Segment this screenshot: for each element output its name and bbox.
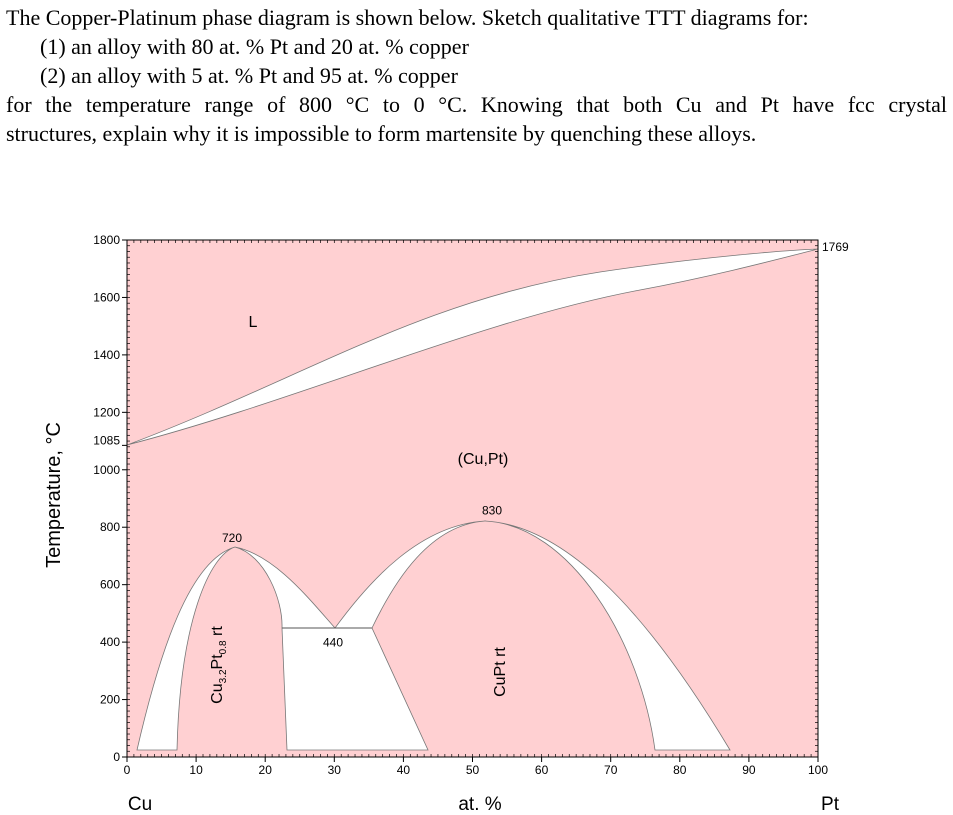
y-tick-label: 1800 [93, 233, 120, 247]
x-axis-label: at. % [458, 794, 501, 815]
plot-frame [126, 239, 819, 758]
y-tick-label: 1200 [93, 405, 120, 419]
phase-label: Cu3.2Pt0.8 rt [209, 626, 229, 704]
two-phase-lens [126, 248, 819, 446]
item: (1) an alloy with 80 at. % Pt and 20 at.… [40, 34, 469, 59]
melting-point-label: 1769 [822, 240, 849, 254]
y-axis-label: Temperature, °C [43, 422, 65, 568]
x-tick-label: 100 [808, 763, 828, 777]
subscript: 3.2 [218, 669, 229, 683]
x-tick-label: 80 [673, 763, 687, 777]
x-tick-label: 10 [189, 763, 203, 777]
y-tick-label: 0 [113, 750, 120, 764]
item: (2) an alloy with 5 at. % Pt and 95 at. … [40, 63, 458, 88]
intro: The Copper-Platinum phase diagram is sho… [6, 5, 809, 30]
x-tick-label: 30 [328, 763, 342, 777]
two-phase-region [484, 520, 731, 751]
x-tick-label: 60 [535, 763, 549, 777]
y-tick-label: 1000 [93, 463, 120, 477]
x-tick-label: 0 [124, 763, 131, 777]
phase-label: CuPt rt [492, 647, 509, 697]
body-line: for the temperature range of 800 °C to 0… [6, 92, 947, 117]
text: Pt [209, 654, 226, 670]
plot-area [127, 240, 818, 757]
y-tick-label: 1600 [93, 290, 120, 304]
x-tick-label: 70 [604, 763, 618, 777]
y-tick-label: 600 [100, 578, 120, 592]
text: Cu [209, 683, 226, 703]
phase-label: L [249, 314, 258, 331]
eutectoid-label: 440 [323, 636, 343, 650]
body-line: structures, explain why it is impossible… [6, 121, 757, 146]
right-element: Pt [821, 794, 840, 815]
x-tick-label: 50 [466, 763, 480, 777]
y-tick-label: 200 [100, 693, 120, 707]
phase-label: (Cu,Pt) [458, 451, 509, 468]
y-tick-label: 400 [100, 635, 120, 649]
max-label: 720 [222, 531, 242, 545]
x-tick-label: 20 [259, 763, 273, 777]
x-tick-label: 40 [397, 763, 411, 777]
text: rt [209, 626, 226, 641]
left-element: Cu [128, 794, 152, 815]
subscript: 0.8 [218, 640, 229, 654]
x-tick-label: 90 [742, 763, 756, 777]
y-tick-label: 800 [100, 520, 120, 534]
two-phase-region [136, 546, 236, 751]
max-label: 830 [482, 504, 502, 518]
y-tick-label: 1400 [93, 348, 120, 362]
melting-point-label: 1085 [93, 433, 120, 447]
two-phase-region [234, 520, 486, 751]
